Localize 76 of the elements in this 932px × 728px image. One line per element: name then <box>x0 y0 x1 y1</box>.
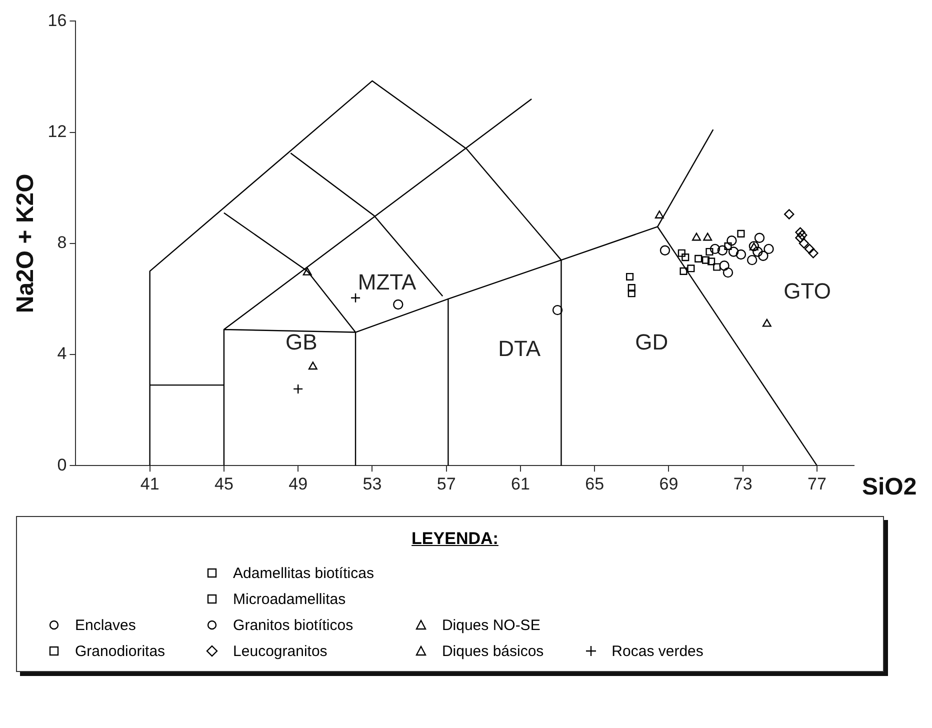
point <box>308 362 318 370</box>
point <box>808 248 818 258</box>
point <box>754 232 765 243</box>
annotation: GD <box>635 329 668 354</box>
annotation: MZTA <box>358 269 416 294</box>
y-tick-label: 8 <box>57 233 67 252</box>
point <box>797 230 808 240</box>
point <box>724 242 732 250</box>
point <box>292 384 304 394</box>
x-tick-label: 69 <box>659 474 678 494</box>
point <box>626 272 634 281</box>
point <box>762 318 772 327</box>
point <box>552 304 563 316</box>
x-tick-label: 73 <box>733 474 752 494</box>
point <box>680 267 688 275</box>
legend-label: Diques básicos <box>442 642 544 660</box>
legend-label: Leucogranitos <box>233 642 328 660</box>
x-tick-label: 77 <box>807 474 826 494</box>
y-tick-label: 16 <box>48 10 67 30</box>
point <box>703 232 712 241</box>
point <box>628 284 636 292</box>
legend-label: Granodioritas <box>75 642 166 660</box>
annotation: DTA <box>498 336 541 362</box>
point <box>804 244 815 254</box>
legend-label: Adamellitas biotíticas <box>233 564 374 582</box>
point <box>687 264 695 272</box>
point <box>737 230 745 238</box>
point <box>784 209 794 220</box>
point <box>746 254 758 266</box>
point <box>764 244 774 254</box>
legend-label: Granitos biotíticos <box>233 616 354 634</box>
x-tick-label: 41 <box>140 474 160 494</box>
point <box>710 244 720 254</box>
point <box>722 267 734 278</box>
point <box>708 258 716 266</box>
point <box>660 245 670 256</box>
point <box>678 249 686 257</box>
x-tick-label: 45 <box>214 474 234 494</box>
legend-label: Enclaves <box>75 616 136 634</box>
x-tick-label: 65 <box>585 474 604 494</box>
point <box>702 256 710 264</box>
annotation: GTO <box>784 278 831 304</box>
point <box>694 254 702 262</box>
legend-label: Diques NO-SE <box>442 616 540 634</box>
point <box>736 249 746 260</box>
point <box>717 245 728 256</box>
point <box>302 267 312 276</box>
point <box>350 292 361 303</box>
x-axis-title: SiO2 <box>862 474 917 501</box>
point <box>682 254 690 262</box>
y-tick-label: 4 <box>57 344 67 364</box>
point <box>713 263 721 271</box>
point <box>706 248 714 256</box>
legend-title: LEYENDA: <box>410 529 500 549</box>
point <box>726 236 737 246</box>
point <box>393 299 404 310</box>
y-tick-label: 0 <box>57 455 67 474</box>
point <box>795 232 806 243</box>
point <box>728 246 739 257</box>
annotation: GB <box>286 329 318 354</box>
point <box>692 232 701 241</box>
x-tick-label: 49 <box>288 474 308 494</box>
legend-label: Rocas verdes <box>612 642 704 660</box>
x-tick-label: 61 <box>510 474 530 494</box>
point <box>752 246 763 257</box>
point <box>719 260 730 271</box>
y-axis-title: Na2O + K2O <box>12 174 40 314</box>
y-tick-label: 12 <box>48 122 67 141</box>
point <box>654 210 664 218</box>
point <box>798 238 810 248</box>
point <box>795 227 806 238</box>
x-tick-label: 57 <box>436 474 456 494</box>
point <box>758 250 768 261</box>
x-tick-label: 53 <box>362 474 382 494</box>
point <box>628 290 636 298</box>
legend-label: Microadamellitas <box>233 590 346 608</box>
